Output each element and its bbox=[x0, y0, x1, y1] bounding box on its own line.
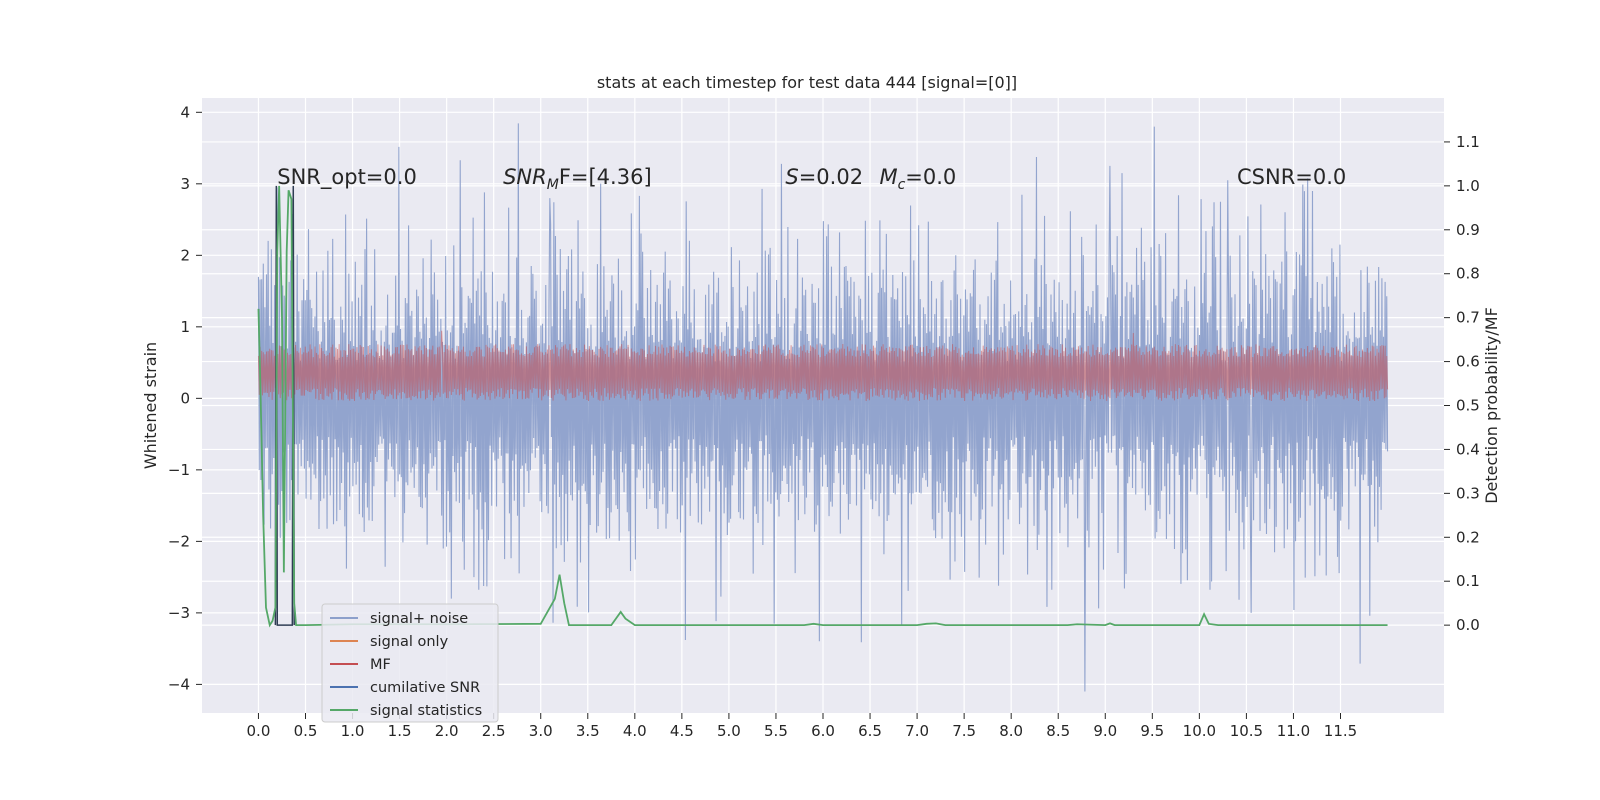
x-tick-label: 9.5 bbox=[1140, 722, 1164, 740]
x-tick-label: 10.0 bbox=[1183, 722, 1216, 740]
y-tick-label: 4 bbox=[180, 103, 190, 121]
x-tick-label: 5.0 bbox=[717, 722, 741, 740]
x-tick-label: 1.5 bbox=[388, 722, 412, 740]
y-tick-label: 3 bbox=[180, 175, 190, 193]
legend-label: signal only bbox=[370, 634, 449, 650]
y-tick-label: −2 bbox=[168, 532, 190, 550]
x-tick-label: 0.0 bbox=[247, 722, 271, 740]
y2-tick-label: 0.0 bbox=[1456, 616, 1480, 634]
annotation-text: CSNR=0.0 bbox=[1237, 165, 1346, 189]
y2-tick-label: 0.1 bbox=[1456, 572, 1480, 590]
y-tick-label: 0 bbox=[180, 389, 190, 407]
x-tick-label: 8.0 bbox=[999, 722, 1023, 740]
legend-box bbox=[321, 603, 499, 723]
annotations: SNR_opt=0.0 SNRMF=[4.36] S=0.02 Mc=0.0 CSNR=… bbox=[277, 165, 1346, 193]
legend-label: signal statistics bbox=[370, 703, 482, 719]
x-tick-label: 3.5 bbox=[576, 722, 600, 740]
y2-tick-label: 0.8 bbox=[1456, 265, 1480, 283]
y2-axis-label: Detection probability/MF bbox=[1482, 307, 1501, 504]
series-mf-line bbox=[257, 330, 1389, 402]
annotation-text: Mc=0.0 bbox=[879, 165, 956, 193]
y2-tick-label: 0.7 bbox=[1456, 309, 1480, 327]
annotation-text: SNRMF=[4.36] bbox=[503, 165, 652, 193]
x-tick-label: 4.0 bbox=[623, 722, 647, 740]
x-tick-label: 6.5 bbox=[858, 722, 882, 740]
x-tick-label: 7.5 bbox=[952, 722, 976, 740]
y2-tick-label: 0.6 bbox=[1456, 353, 1480, 371]
axes: 0.0 0.5 1.0 1.5 2.0 2.5 3.0 3.5 4.0 4.5 5.0 5.5 6.0 6… bbox=[168, 103, 1480, 740]
series-signal-statistics-line bbox=[257, 185, 1388, 628]
y-tick-label: −3 bbox=[168, 604, 190, 622]
x-tick-label: 9.0 bbox=[1093, 722, 1117, 740]
x-tick-label: 0.5 bbox=[294, 722, 318, 740]
y2-tick-label: 0.9 bbox=[1456, 221, 1480, 239]
y-axis-label: Whitened strain bbox=[141, 342, 160, 469]
y2-tick-label: 0.4 bbox=[1456, 440, 1480, 458]
x-tick-label: 1.0 bbox=[341, 722, 365, 740]
x-tick-label: 8.5 bbox=[1046, 722, 1070, 740]
annotation-text: S=0.02 bbox=[785, 165, 863, 189]
x-tick-label: 5.5 bbox=[764, 722, 788, 740]
x-tick-label: 4.5 bbox=[670, 722, 694, 740]
y-tick-label: 2 bbox=[180, 246, 190, 264]
y-tick-label: 1 bbox=[180, 318, 190, 336]
chart-title: stats at each timestep for test data 444… bbox=[597, 73, 1017, 92]
annotation-text: SNR_opt=0.0 bbox=[277, 165, 417, 190]
y-tick-label: −4 bbox=[168, 675, 190, 693]
x-tick-label: 2.5 bbox=[482, 722, 506, 740]
legend-label: signal+ noise bbox=[370, 611, 468, 627]
series-layer bbox=[257, 123, 1389, 692]
x-tick-label: 6.0 bbox=[811, 722, 835, 740]
series-cumilative-snr-line bbox=[274, 185, 295, 626]
y-tick-label: −1 bbox=[168, 461, 190, 479]
x-tick-label: 11.0 bbox=[1277, 722, 1310, 740]
legend: signal+ noise signal only MF cumilative SNR… bbox=[321, 603, 499, 723]
y2-tick-label: 1.1 bbox=[1456, 133, 1480, 151]
x-tick-label: 7.0 bbox=[905, 722, 929, 740]
y2-tick-label: 0.3 bbox=[1456, 484, 1480, 502]
x-tick-label: 2.0 bbox=[435, 722, 459, 740]
legend-label: MF bbox=[370, 657, 391, 673]
x-tick-label: 11.5 bbox=[1324, 722, 1357, 740]
x-tick-label: 10.5 bbox=[1230, 722, 1263, 740]
legend-label: cumilative SNR bbox=[370, 680, 480, 696]
x-tick-label: 3.0 bbox=[529, 722, 553, 740]
y2-tick-label: 1.0 bbox=[1456, 177, 1480, 195]
y2-tick-label: 0.2 bbox=[1456, 528, 1480, 546]
y2-tick-label: 0.5 bbox=[1456, 397, 1480, 415]
